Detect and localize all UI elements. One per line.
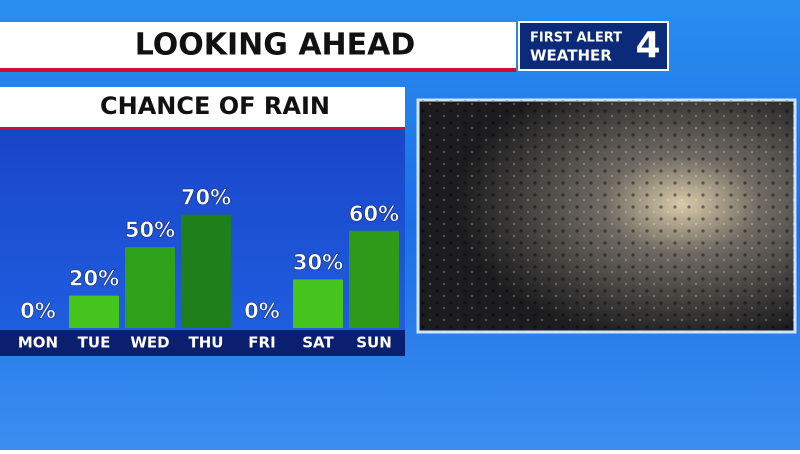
value-label: 70%	[181, 186, 231, 210]
x-tick-label: WED	[130, 334, 169, 352]
logo-line1: FIRST ALERT	[530, 31, 622, 46]
chart-title-bar	[0, 87, 405, 127]
header-stripe	[0, 68, 516, 72]
day-strip	[0, 330, 405, 356]
bar	[293, 279, 343, 328]
bar	[349, 230, 399, 328]
bar	[125, 247, 175, 328]
logo	[518, 21, 669, 71]
value-label: 0%	[20, 299, 56, 323]
x-tick-label: FRI	[248, 334, 275, 352]
value-label: 60%	[349, 202, 399, 226]
bar	[181, 214, 231, 328]
x-tick-label: SUN	[356, 334, 392, 352]
bar	[69, 295, 119, 328]
rain-drops	[418, 100, 795, 332]
x-tick-label: MON	[18, 334, 58, 352]
value-label: 20%	[69, 267, 119, 291]
chart-title: CHANCE OF RAIN	[100, 92, 330, 120]
value-label: 0%	[244, 299, 280, 323]
x-tick-label: THU	[189, 334, 224, 352]
logo-line2: WEATHER	[530, 47, 612, 65]
value-label: 30%	[293, 250, 343, 274]
bars: 0% MON 20% TUE 50% WED 70% THU 0% FRI 30% SAT 60% SUN	[18, 185, 400, 352]
header-bar	[0, 22, 516, 68]
header-title: LOOKING AHEAD	[135, 28, 416, 63]
chart-title-stripe	[0, 127, 405, 130]
x-tick-label: TUE	[78, 334, 111, 352]
x-tick-label: SAT	[302, 334, 334, 352]
logo-channel: 4	[635, 25, 660, 66]
value-label: 50%	[125, 218, 175, 242]
